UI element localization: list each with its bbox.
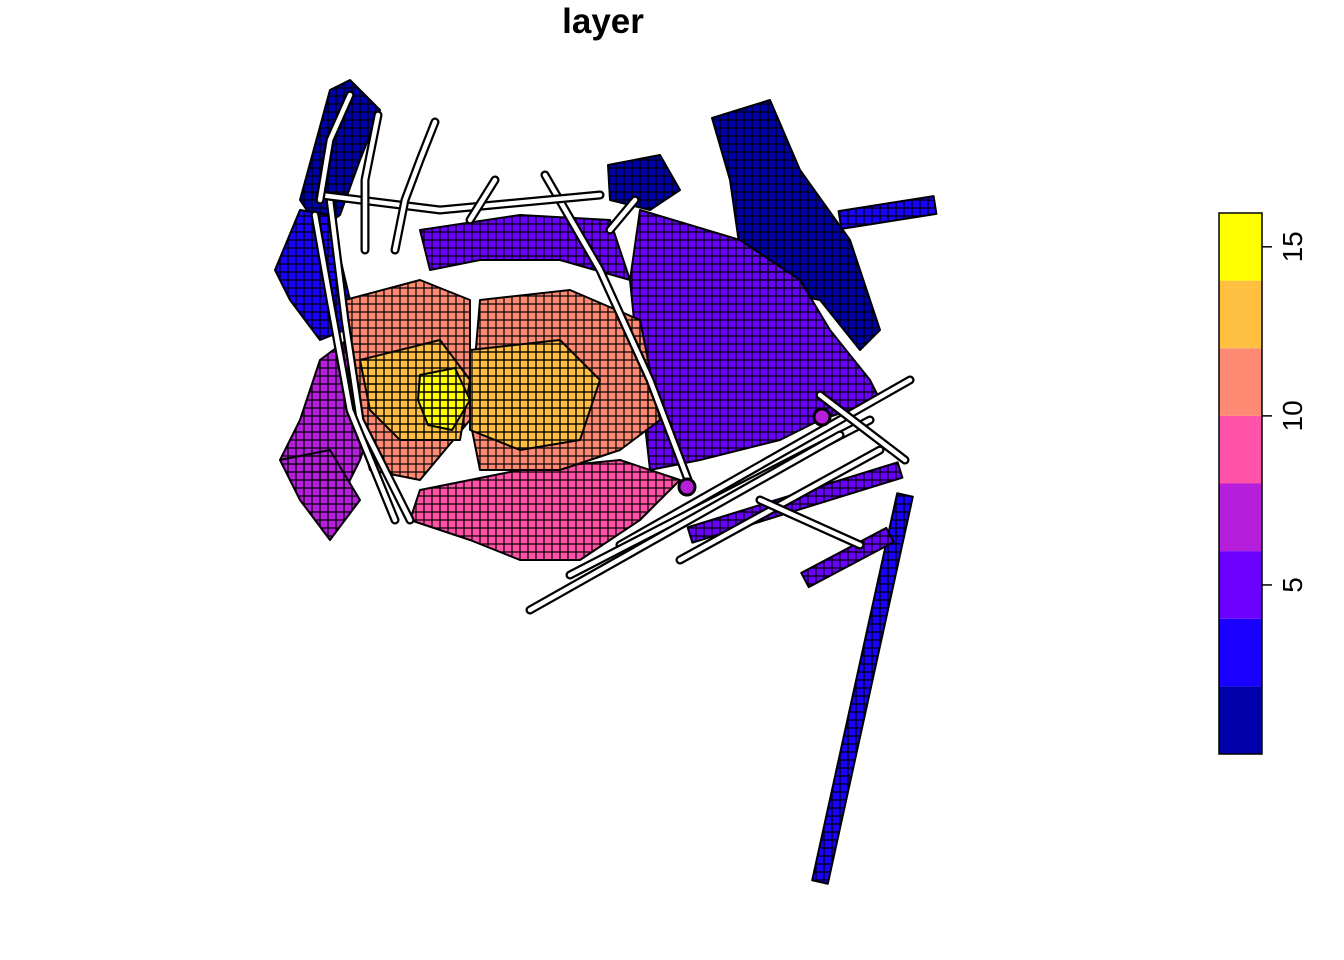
- street-diag-se-1: [617, 377, 913, 548]
- street-n-1: [392, 119, 438, 253]
- street-north-spur-2: [607, 197, 638, 233]
- region-ne-spur-grid: [838, 196, 937, 229]
- roundabout-1: [812, 407, 832, 427]
- raster-cell-grid: [275, 80, 937, 884]
- roundabout-0: [677, 477, 697, 497]
- street-roundabout-east: [817, 392, 908, 463]
- legend-tick-label: 10: [1277, 400, 1308, 431]
- street-west-arterial: [327, 197, 413, 523]
- region-n-cap-grid: [608, 155, 680, 210]
- region-hotspot-grid: [418, 368, 470, 430]
- legend-bin-7: [1219, 213, 1262, 281]
- street-diag-se-3: [527, 432, 843, 613]
- legend-bin-0: [1219, 686, 1262, 754]
- region-sw-spur-grid: [280, 450, 360, 540]
- region-se-link-grid: [801, 527, 894, 588]
- region-core-east-grid: [470, 340, 600, 450]
- street-lines: [310, 90, 915, 615]
- legend-bin-6: [1219, 280, 1262, 349]
- legend-color-bar: [1219, 213, 1262, 754]
- legend-bin-1: [1219, 618, 1262, 687]
- street-east-link: [757, 497, 863, 548]
- region-se-tail-grid: [812, 493, 913, 884]
- legend-bin-2: [1219, 551, 1262, 619]
- legend-tick-label: 5: [1277, 577, 1308, 593]
- map-title: layer: [562, 2, 644, 41]
- region-ne-block-grid: [712, 100, 880, 350]
- street-west-arterial-2: [312, 212, 398, 523]
- legend-frame: [1218, 212, 1263, 755]
- legend-bin-5: [1219, 348, 1262, 416]
- street-n-2: [362, 112, 381, 253]
- street-north-1: [317, 192, 603, 213]
- legend-bin-3: [1219, 483, 1262, 552]
- legend-axis: 5 10 15: [1262, 231, 1308, 593]
- street-nw-curve: [317, 92, 353, 203]
- street-main-ne-sw: [542, 172, 693, 488]
- legend-bin-4: [1219, 415, 1262, 484]
- region-south-ring-grid: [410, 460, 680, 560]
- street-north-spur: [467, 177, 498, 223]
- legend-tick-label: 15: [1277, 231, 1308, 262]
- region-east-mid-grid: [630, 210, 880, 470]
